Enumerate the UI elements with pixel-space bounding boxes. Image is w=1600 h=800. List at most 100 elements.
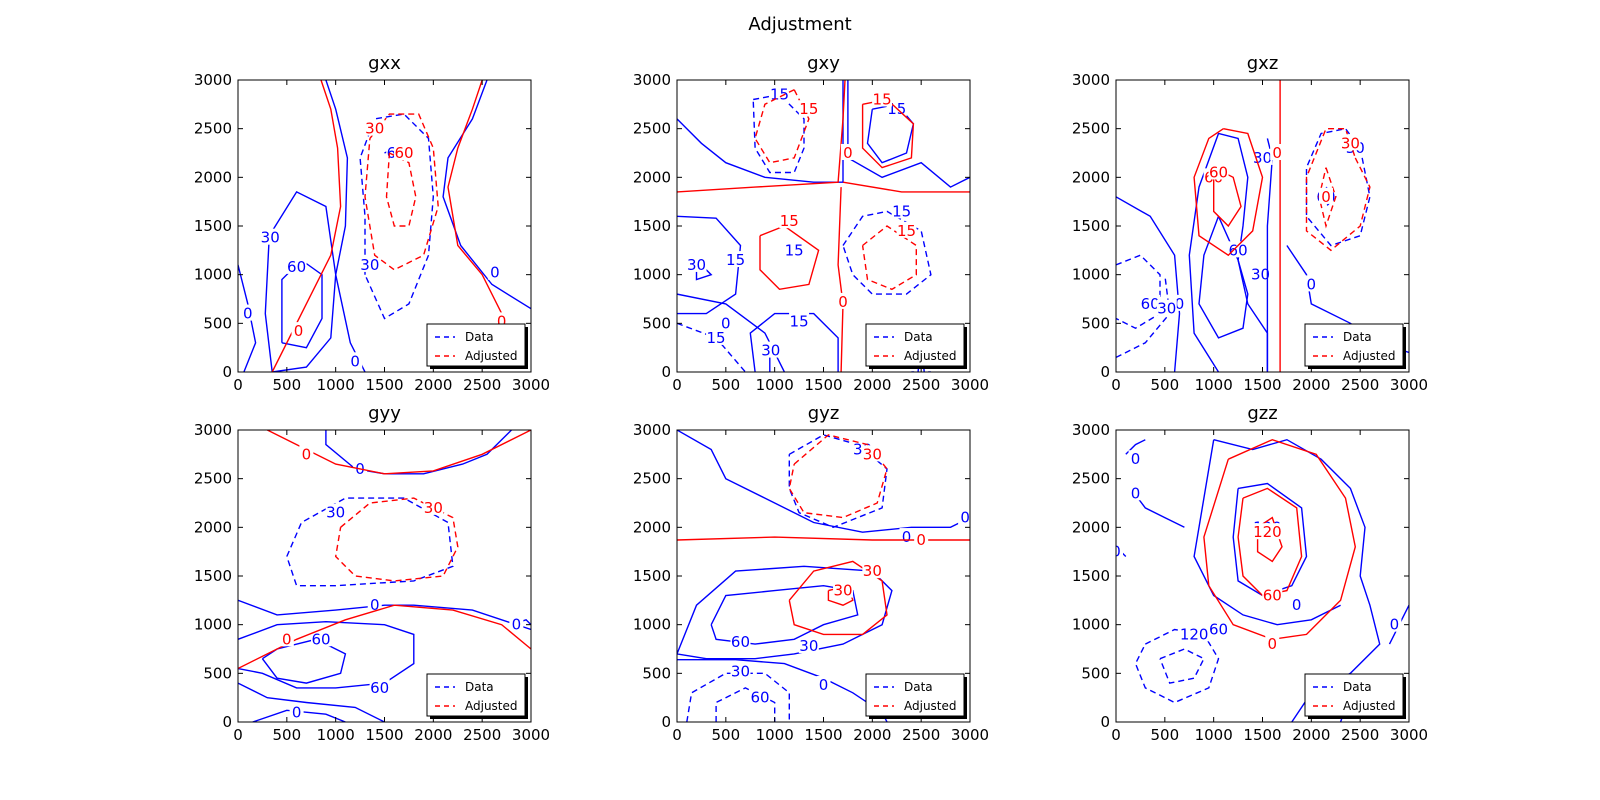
contour-line-data (1116, 254, 1161, 329)
subplot-grid: gxx0306003060003060005001000150020002500… (194, 53, 1428, 744)
y-tick-label: 3000 (194, 71, 232, 89)
contour-label: 0 (916, 531, 926, 549)
x-tick-label: 0 (1111, 376, 1121, 394)
x-tick-label: 2500 (463, 376, 501, 394)
contour-line-data (677, 659, 888, 722)
contour-area: 151500153015150153015015150015015 (677, 80, 970, 372)
legend: Data Adjusted (865, 673, 967, 719)
contour-label: 120 (1180, 625, 1209, 643)
legend-box (426, 323, 526, 367)
contour-label: 15 (873, 90, 892, 108)
x-tick-label: 500 (1151, 726, 1180, 744)
contour-label: 60 (731, 633, 750, 651)
y-tick-label: 500 (203, 314, 232, 332)
contour-line-data (677, 215, 742, 315)
y-tick-label: 0 (661, 363, 671, 381)
figure-title: Adjustment (748, 14, 851, 35)
legend-label: Data (1343, 680, 1372, 694)
y-tick-label: 2000 (1072, 168, 1110, 186)
x-tick-label: 3000 (512, 726, 550, 744)
contour-label-bg (1304, 275, 1319, 292)
contour-label: 30 (799, 637, 818, 655)
y-tick-label: 3000 (194, 421, 232, 439)
contour-line-adjusted (364, 113, 439, 271)
contour-line-data (1188, 132, 1269, 372)
contour-label-bg (325, 503, 346, 520)
contour-label: 0 (292, 703, 302, 721)
contour-label: 0 (721, 314, 731, 332)
contour-label-bg (896, 221, 917, 238)
legend-box (865, 673, 965, 717)
x-tick-label: 2500 (902, 376, 940, 394)
legend-label: Adjusted (1343, 349, 1396, 363)
legend-box (1304, 673, 1404, 717)
legend-label: Adjusted (904, 699, 957, 713)
legend: Data Adjusted (865, 323, 967, 369)
contour-label-bg (789, 312, 810, 329)
contour-line-data (238, 620, 415, 689)
contour-label-bg (1265, 635, 1280, 652)
y-tick-label: 1000 (194, 616, 232, 634)
contour-line-data (325, 430, 512, 475)
x-tick-label: 2000 (414, 726, 452, 744)
y-tick-label: 1000 (633, 266, 671, 284)
contour-line-adjusted (334, 497, 459, 582)
contour-label: 0 (1272, 144, 1282, 162)
contour-line-data (1116, 196, 1181, 372)
y-tick-label: 2000 (633, 518, 671, 536)
contour-line-adjusted (1305, 127, 1371, 252)
subplot-title: gyz (808, 403, 840, 424)
contour-line-data (715, 687, 776, 722)
y-tick-label: 2500 (194, 120, 232, 138)
contour-label-bg (348, 352, 363, 369)
contour-label-bg (914, 530, 929, 547)
contour-label-bg (779, 212, 800, 229)
contour-label: 15 (780, 212, 799, 230)
subplot-gyz: gyz3003060030600300303005001000150020002… (633, 403, 989, 744)
contour-label: 0 (350, 352, 360, 370)
contour-label: 15 (892, 202, 911, 220)
contour-area: 120001206000000060120 (1116, 438, 1409, 722)
x-tick-label: 0 (233, 376, 243, 394)
y-tick-label: 0 (222, 713, 232, 731)
y-tick-label: 3000 (1072, 421, 1110, 439)
x-tick-label: 1000 (317, 726, 355, 744)
contour-line-data (1193, 439, 1341, 626)
contour-label-bg (299, 445, 314, 462)
contour-label: 0 (1292, 596, 1302, 614)
contour-label-bg (1387, 615, 1402, 632)
contour-label-bg (353, 459, 368, 476)
legend-label: Adjusted (465, 349, 518, 363)
contour-label: 0 (512, 616, 522, 634)
contour-label: 0 (838, 293, 848, 311)
y-tick-label: 500 (1081, 314, 1110, 332)
y-tick-label: 1500 (194, 567, 232, 585)
y-tick-label: 2500 (633, 120, 671, 138)
contour-label-bg (1250, 265, 1271, 282)
contour-label: 0 (1131, 450, 1141, 468)
contour-line-adjusted (385, 152, 417, 227)
contour-label-bg (240, 304, 255, 321)
subplot-gxx: gxx0306003060003060005001000150020002500… (194, 53, 550, 394)
contour-label-bg (291, 322, 306, 339)
contour-area: 30030600306003003030 (677, 430, 970, 722)
legend-box (865, 323, 965, 367)
x-tick-label: 1500 (365, 726, 403, 744)
legend-label: Data (904, 330, 933, 344)
contour-label: 30 (424, 499, 443, 517)
contour-label-bg (1270, 144, 1285, 160)
x-tick-label: 3000 (1390, 376, 1428, 394)
contour-label: 0 (497, 312, 507, 330)
contour-label: 60 (1209, 621, 1228, 639)
contour-line-data (281, 259, 323, 349)
contour-line-adjusted (1193, 128, 1264, 257)
contour-line-data (677, 430, 970, 533)
contour-label: 0 (302, 445, 312, 463)
contour-label-bg (784, 241, 805, 258)
contour-label: 0 (1267, 635, 1277, 653)
contour-label-bg (1208, 620, 1229, 637)
contour-label: 60 (394, 144, 413, 162)
contour-line-data (286, 497, 454, 587)
legend-label: Data (904, 680, 933, 694)
y-tick-label: 500 (203, 664, 232, 682)
